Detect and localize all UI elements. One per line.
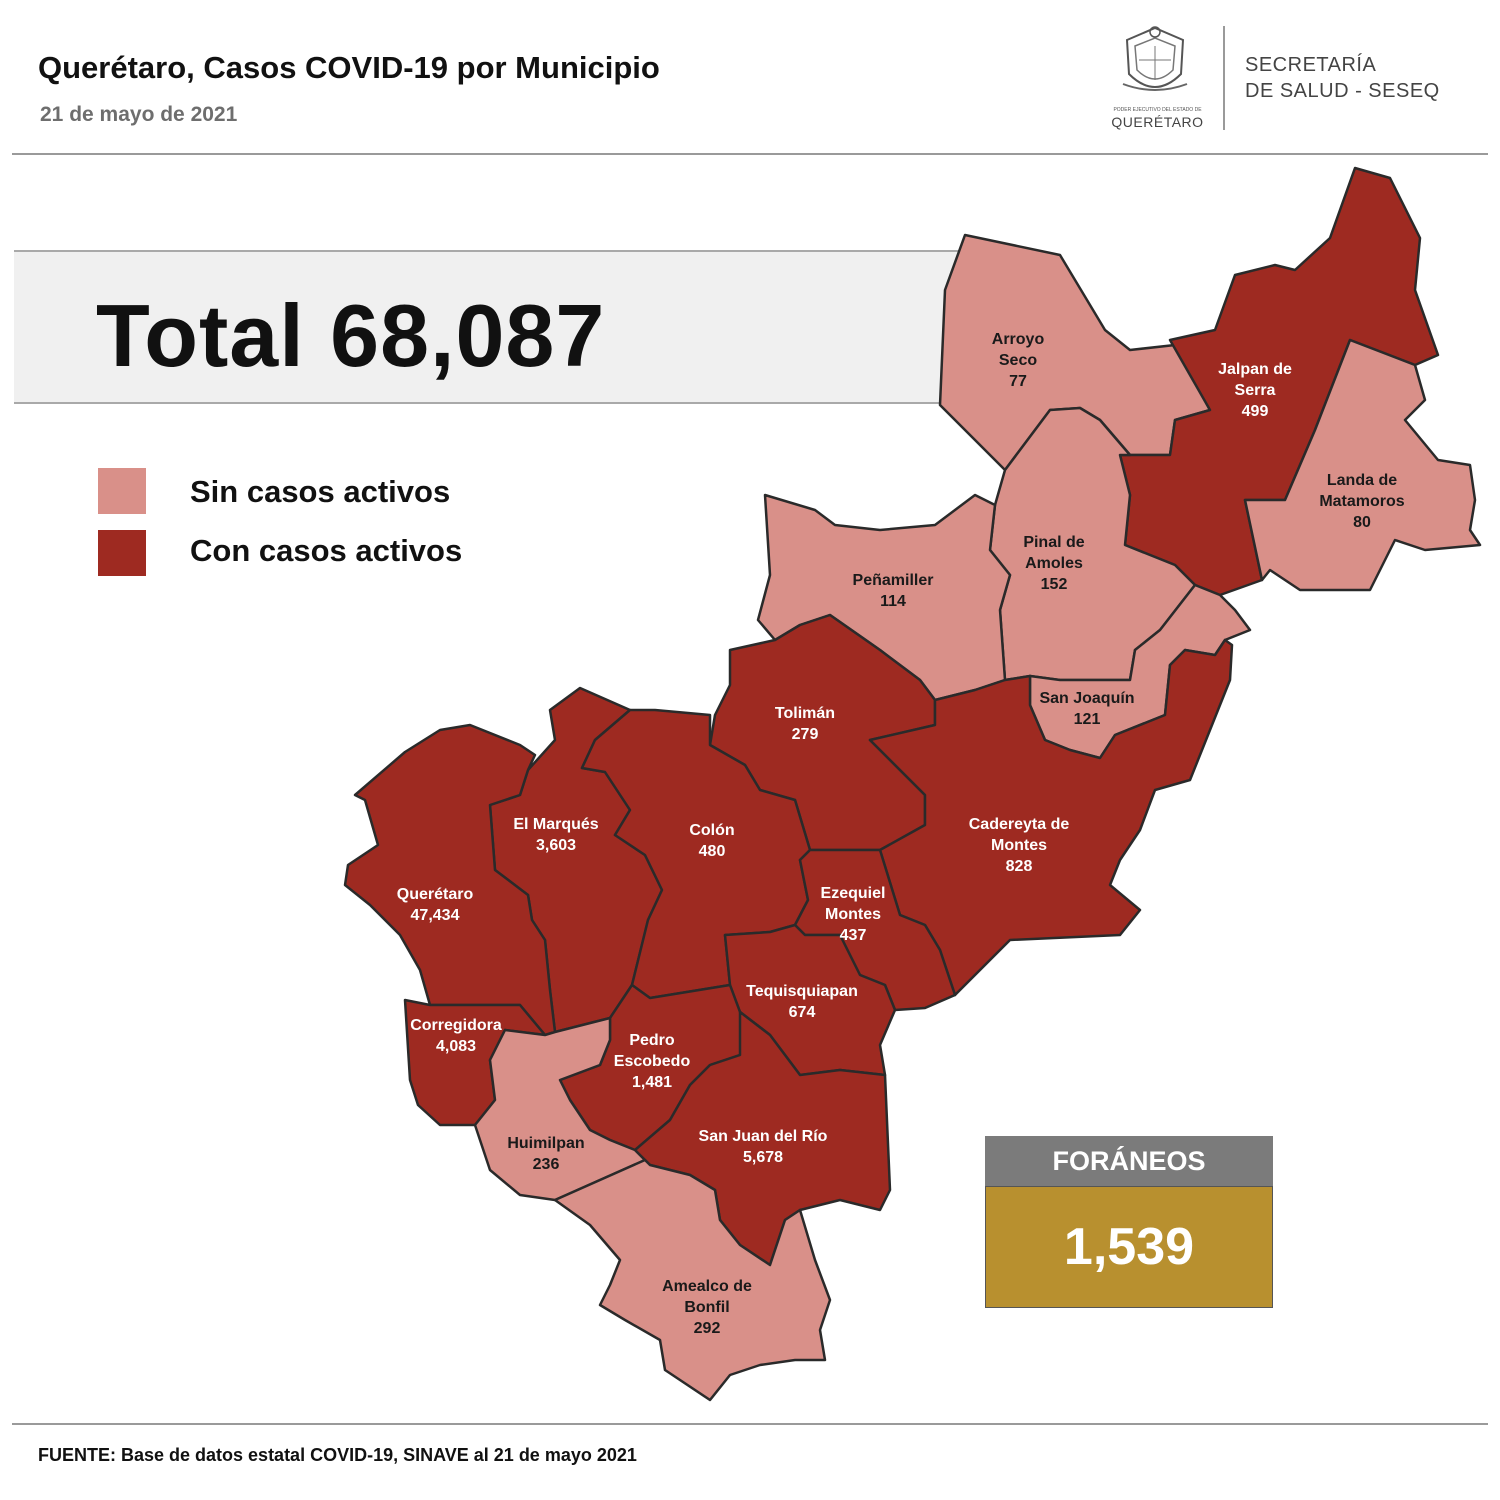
label-queretaro: Querétaro 47,434 bbox=[397, 886, 474, 924]
label-line: 828 bbox=[1006, 858, 1033, 875]
label-tequisquiapan: Tequisquiapan 674 bbox=[746, 983, 858, 1021]
label-line: San Juan del Río bbox=[699, 1128, 828, 1145]
footer-divider bbox=[12, 1423, 1488, 1425]
source-note: FUENTE: Base de datos estatal COVID-19, … bbox=[38, 1445, 637, 1465]
label-line: Serra bbox=[1235, 382, 1276, 399]
label-el-marques: El Marqués 3,603 bbox=[513, 816, 598, 854]
label-line: Corregidora bbox=[410, 1017, 502, 1034]
label-cadereyta: Cadereyta de Montes 828 bbox=[969, 816, 1070, 875]
label-line: Tolimán bbox=[775, 705, 835, 722]
legend-swatch-active bbox=[98, 530, 146, 576]
label-line: 1,481 bbox=[632, 1074, 672, 1091]
label-line: Colón bbox=[689, 822, 734, 839]
foraneos-value: 1,539 bbox=[985, 1186, 1273, 1308]
label-line: Peñamiller bbox=[853, 572, 934, 589]
label-line: San Joaquín bbox=[1039, 690, 1134, 707]
label-san-joaquin: San Joaquín 121 bbox=[1039, 690, 1134, 728]
label-line: 5,678 bbox=[743, 1149, 783, 1166]
label-line: Matamoros bbox=[1319, 493, 1404, 510]
legend-label-inactive: Sin casos activos bbox=[190, 474, 451, 509]
crest-caption-small: PODER EJECUTIVO DEL ESTADO DE bbox=[1113, 107, 1202, 113]
secretaria-line-2: DE SALUD - SESEQ bbox=[1245, 80, 1440, 102]
label-corregidora: Corregidora 4,083 bbox=[410, 1017, 502, 1055]
label-line: 121 bbox=[1074, 711, 1101, 728]
label-penamiller: Peñamiller 114 bbox=[853, 572, 934, 610]
label-colon: Colón 480 bbox=[689, 822, 734, 860]
label-line: Jalpan de bbox=[1218, 361, 1292, 378]
label-line: Amealco de bbox=[662, 1278, 752, 1295]
label-line: 674 bbox=[789, 1004, 816, 1021]
state-crest-icon bbox=[1122, 26, 1188, 91]
municipality-landa[interactable] bbox=[1243, 338, 1482, 592]
label-line: 47,434 bbox=[411, 907, 460, 924]
label-line: 4,083 bbox=[436, 1038, 476, 1055]
label-huimilpan: Huimilpan 236 bbox=[507, 1135, 584, 1173]
report-date: 21 de mayo de 2021 bbox=[40, 103, 238, 126]
label-line: Montes bbox=[991, 837, 1047, 854]
secretaria-line-1: SECRETARÍA bbox=[1245, 54, 1377, 76]
legend-swatch-inactive bbox=[98, 468, 146, 514]
label-line: Amoles bbox=[1025, 555, 1083, 572]
label-line: Landa de bbox=[1327, 472, 1397, 489]
municipality-huimilpan[interactable] bbox=[473, 1016, 647, 1202]
label-line: 80 bbox=[1353, 514, 1371, 531]
label-jalpan: Jalpan de Serra 499 bbox=[1218, 361, 1292, 420]
label-line: 279 bbox=[792, 726, 819, 743]
crest-caption: QUERÉTARO bbox=[1111, 114, 1204, 130]
label-line: Pinal de bbox=[1023, 534, 1084, 551]
total-cases: Total 68,087 bbox=[96, 286, 606, 385]
label-landa: Landa de Matamoros 80 bbox=[1319, 472, 1404, 531]
label-line: Querétaro bbox=[397, 886, 474, 903]
label-line: 236 bbox=[533, 1156, 560, 1173]
label-line: Escobedo bbox=[614, 1053, 691, 1070]
label-line: 292 bbox=[694, 1320, 721, 1337]
label-line: Montes bbox=[825, 906, 881, 923]
logo-divider bbox=[1223, 26, 1225, 130]
label-line: Bonfil bbox=[684, 1299, 729, 1316]
header-divider bbox=[12, 153, 1488, 155]
label-line: Ezequiel bbox=[821, 885, 886, 902]
label-pinal: Pinal de Amoles 152 bbox=[1023, 534, 1084, 593]
foraneos-header: FORÁNEOS bbox=[985, 1136, 1273, 1186]
label-line: 114 bbox=[880, 593, 906, 610]
total-band bbox=[14, 250, 1014, 404]
legend-label-active: Con casos activos bbox=[190, 533, 463, 568]
label-toliman: Tolimán 279 bbox=[775, 705, 835, 743]
label-line: Arroyo bbox=[992, 331, 1045, 348]
label-pedro-escobedo: Pedro Escobedo 1,481 bbox=[614, 1032, 691, 1091]
label-ezequiel: Ezequiel Montes 437 bbox=[821, 885, 886, 944]
label-line: 3,603 bbox=[536, 837, 576, 854]
label-line: Pedro bbox=[629, 1032, 675, 1049]
page-title: Querétaro, Casos COVID-19 por Municipio bbox=[38, 50, 660, 85]
label-amealco: Amealco de Bonfil 292 bbox=[662, 1278, 752, 1337]
label-line: Seco bbox=[999, 352, 1037, 369]
label-line: 437 bbox=[840, 927, 867, 944]
label-line: 77 bbox=[1009, 373, 1027, 390]
label-line: Huimilpan bbox=[507, 1135, 584, 1152]
label-san-juan: San Juan del Río 5,678 bbox=[699, 1128, 828, 1166]
label-line: Cadereyta de bbox=[969, 816, 1070, 833]
label-line: El Marqués bbox=[513, 816, 598, 833]
logo-area: PODER EJECUTIVO DEL ESTADO DE QUERÉTARO … bbox=[1105, 22, 1485, 137]
label-line: Tequisquiapan bbox=[746, 983, 858, 1000]
label-arroyo-seco: Arroyo Seco 77 bbox=[992, 331, 1045, 390]
municipality-amealco[interactable] bbox=[553, 1158, 832, 1402]
label-line: 152 bbox=[1041, 576, 1068, 593]
label-line: 499 bbox=[1242, 403, 1269, 420]
label-line: 480 bbox=[699, 843, 726, 860]
